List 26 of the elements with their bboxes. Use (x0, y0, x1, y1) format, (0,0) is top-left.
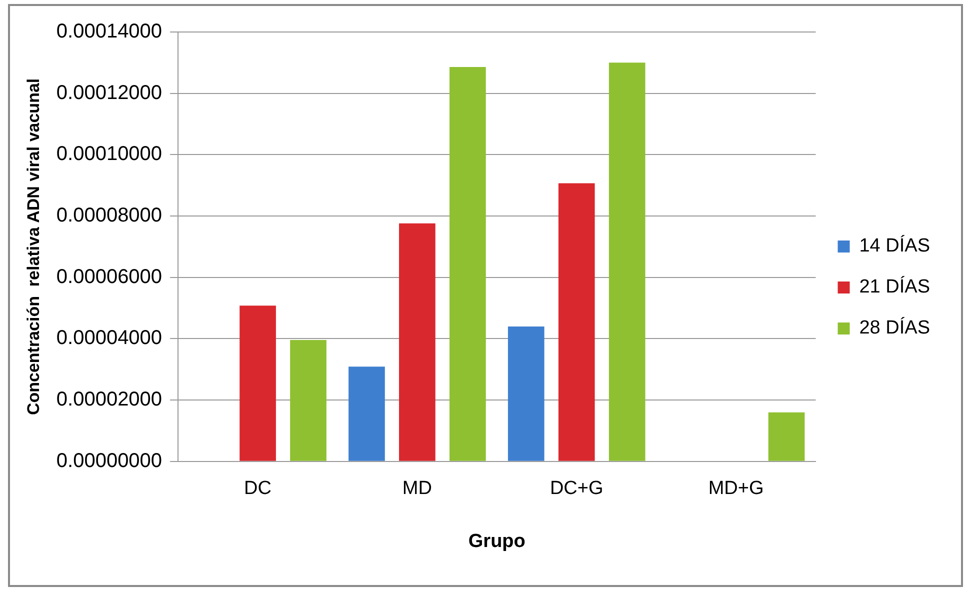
bar (768, 412, 805, 461)
bar (348, 366, 385, 461)
legend-label: 21 DÍAS (859, 276, 930, 298)
bar (508, 326, 544, 461)
y-tick-label: 0.00012000 (56, 82, 162, 104)
x-tick-label: MD+G (708, 478, 764, 500)
x-tick-label: DC (244, 478, 272, 500)
x-axis-title: Grupo (468, 530, 526, 552)
x-tick-label: MD (402, 478, 432, 500)
x-tick-label: DC+G (550, 478, 604, 500)
y-tick-label: 0.00000000 (56, 450, 162, 472)
bar (608, 62, 646, 461)
bar (558, 183, 595, 461)
y-tick-label: 0.00004000 (56, 327, 162, 350)
y-axis-title: Concentración relativa ADN viral vacunal (24, 78, 43, 416)
legend-label: 14 DÍAS (859, 234, 930, 257)
y-tick-label: 0.00010000 (56, 143, 162, 166)
y-tick-label: 0.00002000 (56, 388, 162, 411)
bar (399, 223, 436, 461)
bar (450, 66, 486, 461)
y-tick-label: 0.00008000 (56, 204, 162, 227)
bar (290, 340, 326, 461)
bar (240, 306, 276, 461)
y-tick-label: 0.00006000 (56, 266, 162, 288)
legend-label: 28 DÍAS (859, 316, 930, 339)
y-tick-label: 0.00014000 (56, 20, 162, 43)
